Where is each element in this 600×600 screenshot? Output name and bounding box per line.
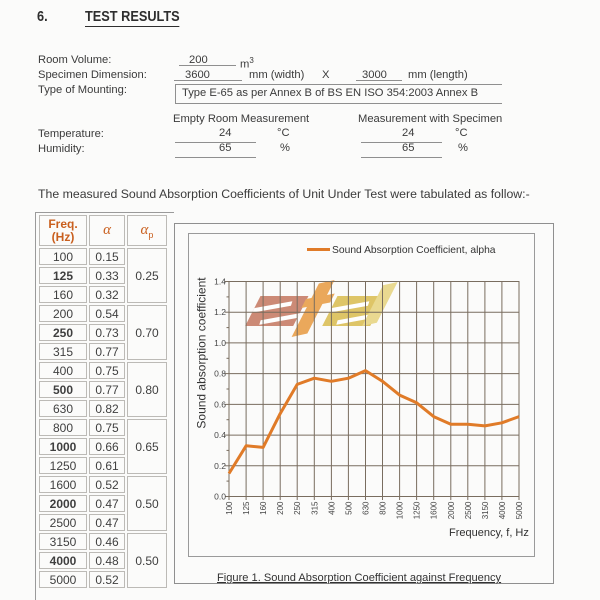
svg-text:2000: 2000 [447,501,456,519]
svg-text:125: 125 [242,501,251,515]
svg-text:0.8: 0.8 [214,369,226,379]
svg-text:400: 400 [327,501,336,515]
svg-text:1600: 1600 [430,501,439,519]
svg-text:2500: 2500 [464,501,473,519]
svg-text:Sound Absorption Coefficient,: Sound Absorption Coefficient, alpha [332,245,496,256]
svg-text:1.4: 1.4 [214,277,226,287]
svg-text:315: 315 [310,501,319,515]
svg-text:0.4: 0.4 [214,430,226,440]
svg-text:1.0: 1.0 [214,338,226,348]
svg-text:160: 160 [259,501,268,515]
svg-text:1.2: 1.2 [214,307,226,317]
svg-text:4000: 4000 [498,501,507,519]
svg-text:200: 200 [276,501,285,515]
svg-text:Frequency, f, Hz: Frequency, f, Hz [449,527,529,539]
svg-text:1250: 1250 [413,501,422,519]
svg-text:800: 800 [379,501,388,515]
svg-text:250: 250 [293,501,302,515]
svg-text:Sound absorption coefficient: Sound absorption coefficient [195,277,209,429]
svg-text:1000: 1000 [396,501,405,519]
svg-text:630: 630 [362,501,371,515]
svg-text:100: 100 [225,501,234,515]
svg-text:0.6: 0.6 [214,399,226,409]
svg-text:0.0: 0.0 [214,492,226,502]
svg-text:Figure 1. Sound Absorption Coe: Figure 1. Sound Absorption Coefficient a… [217,572,502,584]
svg-text:500: 500 [344,501,353,515]
svg-text:0.2: 0.2 [214,461,226,471]
svg-text:5000: 5000 [515,501,524,519]
svg-text:3150: 3150 [481,501,490,519]
